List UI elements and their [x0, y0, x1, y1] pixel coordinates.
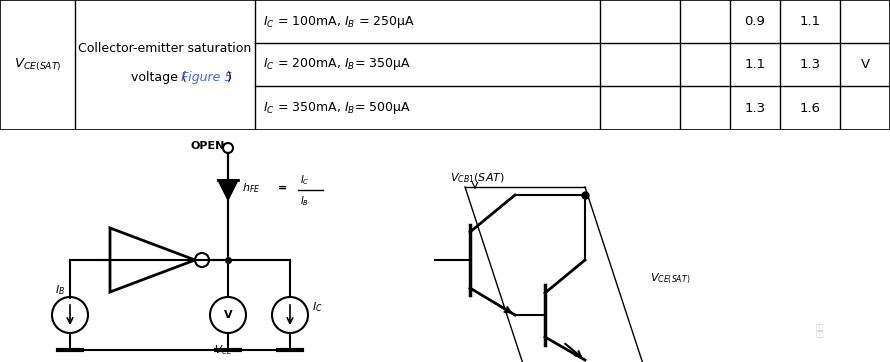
Text: 1.6: 1.6: [799, 101, 821, 114]
Text: voltage (: voltage (: [131, 72, 187, 84]
Text: 0.9: 0.9: [745, 15, 765, 28]
Text: ): ): [227, 72, 232, 84]
Text: $V_{CE(SAT)}$: $V_{CE(SAT)}$: [650, 271, 691, 286]
Text: V: V: [861, 58, 870, 71]
Text: =: =: [278, 183, 287, 193]
Text: $I_C$: $I_C$: [300, 173, 310, 187]
Text: 涇芯
发展: 涇芯 发展: [816, 323, 824, 337]
Text: 1.3: 1.3: [744, 101, 765, 114]
Polygon shape: [218, 180, 238, 200]
Text: $I_C$ = 200mA, $I_B$= 350μA: $I_C$ = 200mA, $I_B$= 350μA: [263, 56, 411, 72]
Text: $I_C$: $I_C$: [312, 300, 323, 314]
Text: $I_B$: $I_B$: [55, 283, 65, 297]
Text: $V_{CE}$: $V_{CE}$: [214, 343, 232, 357]
Text: OPEN: OPEN: [190, 141, 225, 151]
Text: Collector-emitter saturation: Collector-emitter saturation: [78, 42, 252, 55]
Text: $V_{CE(SAT)}$: $V_{CE(SAT)}$: [13, 57, 61, 73]
Text: Figure 5: Figure 5: [181, 72, 232, 84]
Text: $V_{CB1}(SAT)$: $V_{CB1}(SAT)$: [450, 171, 505, 185]
Text: $I_C$ = 100mA, $I_B$ = 250μA: $I_C$ = 100mA, $I_B$ = 250μA: [263, 13, 415, 29]
Text: $h_{FE}$: $h_{FE}$: [242, 181, 261, 195]
Text: V: V: [223, 310, 232, 320]
Text: 1.3: 1.3: [799, 58, 821, 71]
Text: $I_C$ = 350mA, $I_B$= 500μA: $I_C$ = 350mA, $I_B$= 500μA: [263, 100, 411, 116]
Text: $I_B$: $I_B$: [300, 194, 309, 208]
Text: 1.1: 1.1: [744, 58, 765, 71]
Text: 1.1: 1.1: [799, 15, 821, 28]
